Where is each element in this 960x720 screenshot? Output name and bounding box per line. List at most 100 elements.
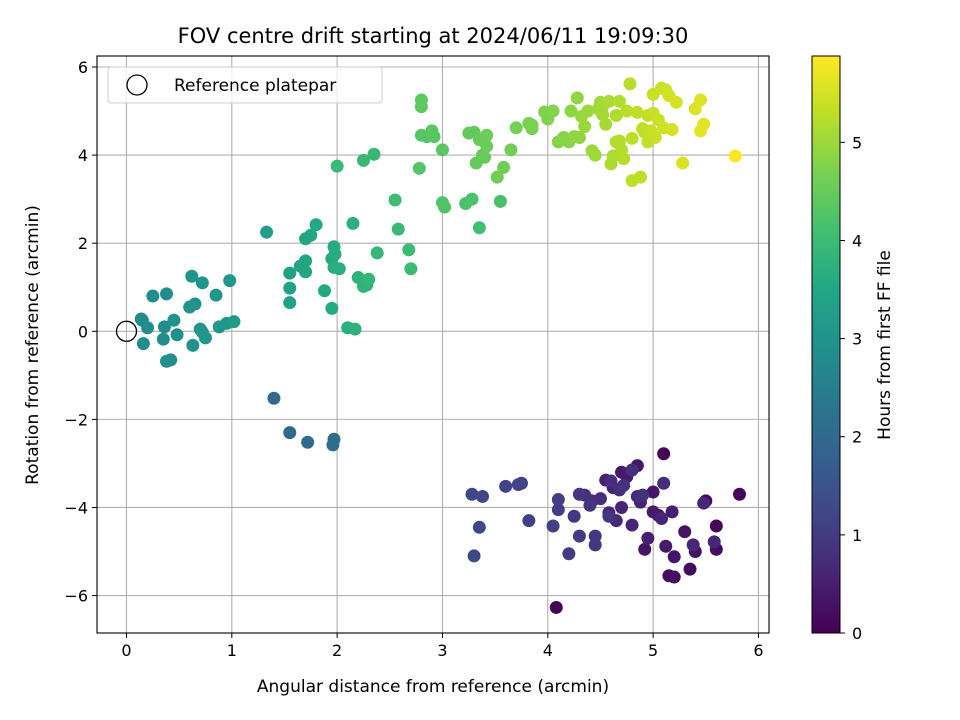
data-point [499,479,513,493]
y-tick-label: 2 [78,234,88,253]
colorbar-tick-label: 5 [852,133,862,152]
data-point [170,328,184,342]
data-point [588,538,602,552]
data-point [157,320,171,334]
colorbar-gradient [812,56,840,633]
data-point [641,531,655,545]
x-tick-label: 6 [753,641,763,660]
data-point [683,562,697,576]
data-point [332,262,346,276]
data-point [328,247,342,261]
data-point [186,338,200,352]
data-point [404,262,418,276]
data-point [356,153,370,167]
data-point [304,228,318,242]
data-point [414,100,428,114]
data-point [391,222,405,236]
data-point [412,161,426,175]
x-tick-label: 3 [437,641,447,660]
data-point [402,243,416,257]
data-point [657,447,671,461]
data-point [370,246,384,260]
data-point [697,496,711,510]
data-point [326,438,340,452]
data-point [309,218,323,232]
data-point [188,297,202,311]
data-point [283,281,297,295]
data-point [567,509,581,523]
data-point [667,550,681,564]
data-point [564,104,578,118]
data-point [583,498,597,512]
data-point [572,529,586,543]
data-point [467,549,481,563]
x-tick-label: 5 [648,641,658,660]
data-point [625,131,639,145]
data-point [497,160,511,174]
data-point [694,124,708,138]
data-point [709,519,723,533]
data-point [283,426,297,440]
data-point [562,547,576,561]
data-point [525,118,539,132]
data-point [620,104,634,118]
colorbar-frame [811,55,841,634]
data-point [330,159,344,173]
y-tick-label: 0 [78,322,88,341]
colorbar-ticks: 0 1 2 3 4 5 [840,133,862,643]
y-tick-label: −6 [64,587,88,606]
data-point [260,225,274,239]
data-point [167,313,181,327]
data-point [694,93,708,107]
data-point [612,94,626,108]
y-tick-label: −4 [64,498,88,517]
data-point [581,104,595,118]
data-point [623,77,637,91]
data-point [493,194,507,208]
data-point [301,435,315,449]
data-point [733,487,747,501]
data-point [633,170,647,184]
y-axis-label: Rotation from reference (arcmin) [23,205,43,485]
data-point [367,147,381,161]
data-point [283,266,297,280]
data-point [665,123,679,137]
data-point [686,538,700,552]
data-point [141,321,155,335]
data-point [676,156,690,170]
data-point [478,150,492,164]
data-point [602,509,616,523]
legend: Reference platepar [107,66,383,104]
data-point [604,474,618,488]
data-point [136,337,150,351]
data-point [346,216,360,230]
data-point [617,152,631,166]
data-point [476,489,490,503]
data-point [665,505,679,519]
y-axis-ticks: −6 −4 −2 0 2 4 6 [64,58,97,606]
reference-marker-group [115,320,138,342]
y-tick-label: 6 [78,58,88,77]
data-point [625,463,639,477]
data-point [678,525,692,539]
data-point [551,493,565,507]
data-point [609,108,623,122]
data-point [472,221,486,235]
x-axis-ticks: 0 1 2 3 4 5 6 [121,633,764,660]
data-point [648,130,662,144]
data-points [134,77,747,614]
data-point [509,121,523,135]
data-point [223,274,237,288]
data-point [388,193,402,207]
x-tick-label: 0 [121,641,131,660]
grid-lines [97,56,769,633]
reference-platepar-marker [115,320,138,342]
data-point [567,130,581,144]
data-point [659,539,673,553]
x-axis-label: Angular distance from reference (arcmin) [257,677,609,697]
data-point [602,94,616,108]
data-point [636,488,650,502]
colorbar-tick-label: 2 [852,428,862,447]
colorbar-tick-label: 1 [852,526,862,545]
